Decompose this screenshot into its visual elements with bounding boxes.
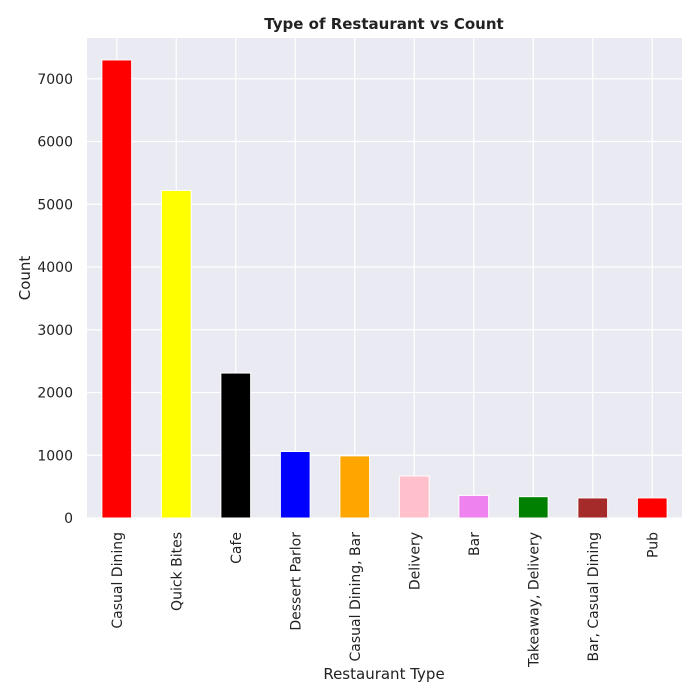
y-tick-label: 1000 [37,448,73,464]
y-tick-label: 6000 [37,135,73,151]
x-tick-label: Cafe [229,532,245,564]
bar-pub [636,497,668,519]
y-tick-label: 0 [64,511,73,527]
x-tick-label: Casual Dining, Bar [348,532,364,662]
bar-dessert-parlor [279,450,311,519]
y-tick-label: 5000 [37,197,73,213]
bar-delivery [398,475,430,519]
bar-casual-dining [101,59,133,519]
x-tick-label: Takeaway, Delivery [526,532,542,668]
y-tick-label: 4000 [37,260,73,276]
x-tick-label: Delivery [407,532,423,590]
y-tick-label: 7000 [37,72,73,88]
bar-quick-bites [160,189,192,519]
bars [101,59,668,519]
x-tick-label: Quick Bites [169,532,185,611]
y-tick-label: 2000 [37,386,73,402]
x-axis-title: Restaurant Type [323,665,444,683]
bar-bar-casual-dining [577,497,609,519]
chart-title: Type of Restaurant vs Count [264,15,503,33]
x-tick-label: Casual Dining [110,532,126,629]
y-axis-title: Count [16,256,34,301]
x-tick-label: Dessert Parlor [288,532,304,631]
x-tick-label: Bar [467,532,483,556]
bar-takeaway-delivery [517,496,549,519]
bar-casual-dining-bar [339,455,371,519]
x-tick-label: Bar, Casual Dining [586,532,602,661]
y-tick-label: 3000 [37,323,73,339]
bar-cafe [220,372,252,519]
bar-bar [458,494,490,519]
x-axis-ticks: Casual Dining Quick Bites Cafe Dessert Parl… [110,532,662,668]
x-tick-label: Pub [645,532,661,558]
y-axis-ticks: 0 1000 2000 3000 4000 5000 6000 7000 [37,72,73,527]
